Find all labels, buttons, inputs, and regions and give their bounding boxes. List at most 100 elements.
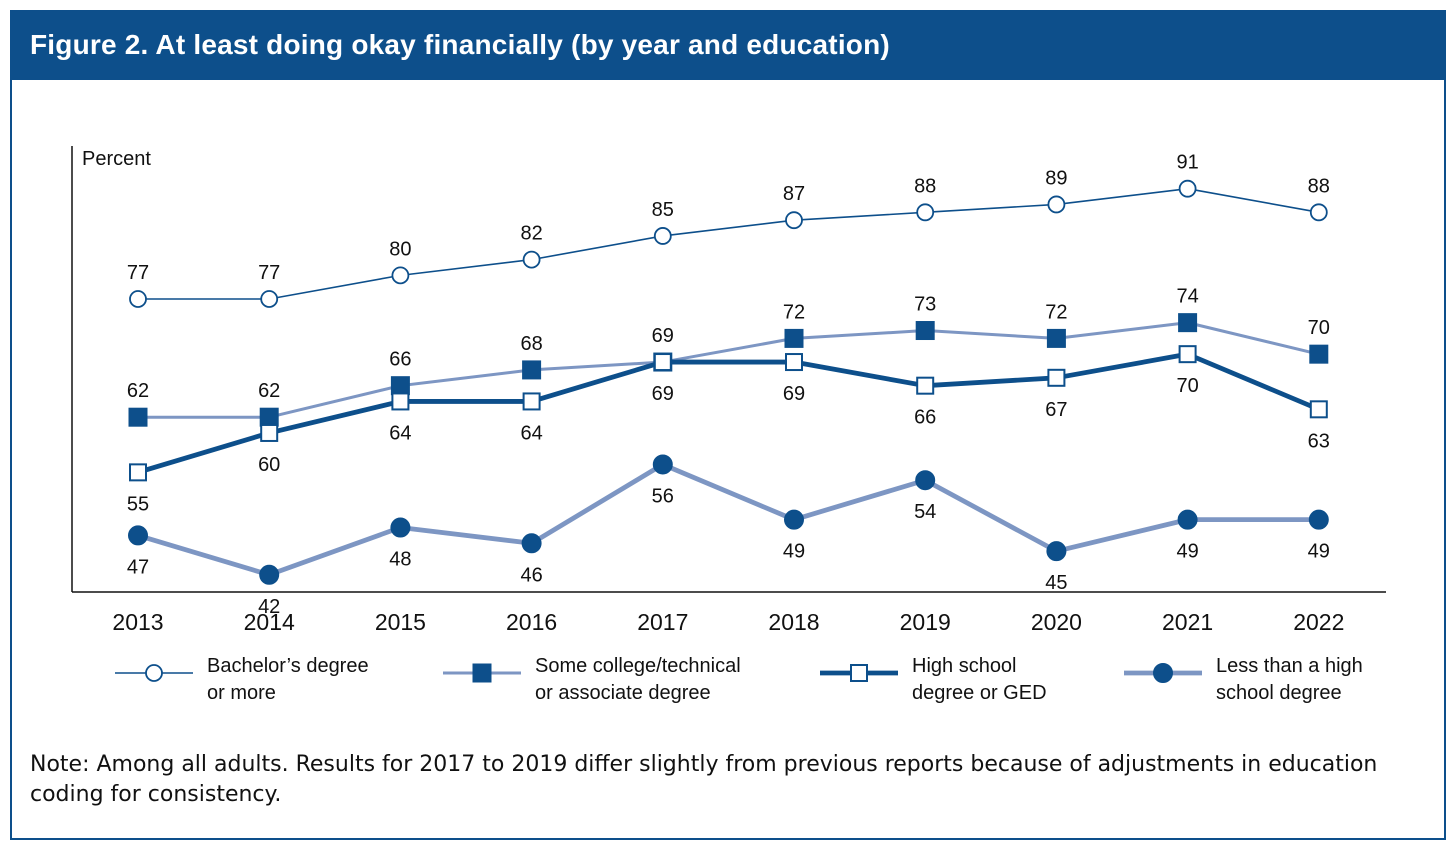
legend-item: Bachelor’s degree or more — [115, 655, 369, 704]
x-tick-label: 2016 — [506, 609, 557, 635]
data-label: 49 — [1176, 541, 1198, 563]
data-label: 66 — [914, 407, 936, 429]
data-point — [1047, 195, 1066, 214]
data-label: 55 — [127, 493, 149, 515]
data-label: 46 — [520, 564, 542, 586]
data-point — [1178, 345, 1197, 364]
legend-label: school degree — [1216, 682, 1342, 704]
data-point — [785, 353, 803, 372]
legend-marker — [472, 663, 492, 683]
legend: Bachelor’s degree or more Some college/tec… — [115, 655, 1363, 704]
x-tick-label: 2022 — [1293, 609, 1344, 635]
data-label: 54 — [914, 501, 936, 523]
data-label: 74 — [1176, 286, 1198, 308]
data-point — [1309, 344, 1329, 364]
data-label: 47 — [127, 556, 149, 578]
data-label: 72 — [1045, 301, 1067, 323]
legend-item: Some college/technical or associate degre… — [443, 655, 741, 704]
series-line — [138, 321, 1320, 419]
data-label: 48 — [389, 549, 411, 571]
data-point — [260, 290, 279, 308]
data-label: 67 — [1045, 399, 1067, 421]
figure-frame: Figure 2. At least doing okay financiall… — [10, 10, 1446, 840]
data-point — [1178, 179, 1197, 198]
data-point — [1177, 509, 1198, 530]
data-point — [390, 517, 411, 538]
data-point — [1309, 400, 1328, 419]
legend-item: High school degree or GED — [820, 655, 1047, 704]
data-point — [1308, 509, 1329, 530]
data-point — [784, 328, 804, 348]
data-point — [259, 564, 280, 585]
series-line — [137, 351, 1320, 475]
data-label: 80 — [389, 238, 411, 260]
figure-note: Note: Among all adults. Results for 2017… — [30, 752, 1378, 807]
data-label: 88 — [1308, 175, 1330, 197]
figure-title: Figure 2. At least doing okay financiall… — [30, 29, 890, 60]
data-label: 89 — [1045, 167, 1067, 189]
data-point — [653, 353, 672, 372]
data-point — [1046, 328, 1066, 348]
data-point — [522, 392, 541, 411]
data-label: 45 — [1045, 572, 1067, 594]
data-point — [391, 392, 410, 411]
data-point — [916, 203, 935, 222]
series-1 — [129, 179, 1328, 308]
data-point — [1178, 313, 1198, 333]
legend-label: or associate degree — [535, 682, 711, 704]
data-label: 62 — [127, 380, 149, 402]
data-point — [521, 533, 542, 554]
data-label: 69 — [652, 383, 674, 405]
x-tick-labels: 2013 2014 2015 2016 2017 2018 2019 2020 2021 2022 — [112, 609, 1344, 635]
data-point — [260, 423, 279, 442]
x-tick-label: 2021 — [1162, 609, 1213, 635]
data-label: 68 — [520, 333, 542, 355]
legend-label: High school — [912, 655, 1017, 677]
data-label: 60 — [258, 454, 280, 476]
data-label: 87 — [783, 183, 805, 205]
series-line — [138, 187, 1319, 300]
data-label: 85 — [652, 199, 674, 221]
legend-label: Less than a high — [1216, 655, 1363, 677]
data-label: 91 — [1176, 152, 1198, 174]
legend-label: degree or GED — [912, 682, 1047, 704]
data-label: 49 — [783, 541, 805, 563]
data-label: 64 — [520, 422, 542, 444]
legend-label: or more — [207, 682, 276, 704]
data-point — [652, 454, 673, 475]
data-point — [915, 470, 936, 491]
series-4 — [128, 454, 1329, 585]
data-point — [128, 407, 148, 427]
data-point — [129, 463, 147, 482]
data-label: 42 — [258, 596, 280, 618]
data-label: 64 — [389, 422, 411, 444]
legend-label: Some college/technical — [535, 655, 741, 677]
data-label: 56 — [652, 485, 674, 507]
x-tick-label: 2014 — [244, 609, 295, 635]
data-point — [653, 227, 672, 245]
series-2 — [128, 313, 1329, 427]
series-line — [137, 462, 1319, 578]
data-labels: 77 77 80 82 85 87 88 89 91 88 62 62 66 68 69 72 73 72 74 70… — [127, 152, 1330, 618]
x-tick-label: 2015 — [375, 609, 426, 635]
data-point — [259, 407, 279, 427]
data-label: 73 — [914, 294, 936, 316]
legend-label: Bachelor’s degree — [207, 655, 369, 677]
data-label: 70 — [1176, 375, 1198, 397]
data-label: 88 — [914, 175, 936, 197]
data-label: 63 — [1308, 430, 1330, 452]
data-label: 77 — [258, 262, 280, 284]
data-label: 69 — [652, 325, 674, 347]
data-point — [1046, 541, 1067, 562]
data-label: 82 — [520, 223, 542, 245]
x-tick-label: 2017 — [637, 609, 688, 635]
y-axis-title: Percent — [82, 148, 151, 170]
data-point — [1309, 203, 1328, 222]
data-point — [522, 250, 541, 269]
data-label: 62 — [258, 380, 280, 402]
data-point — [915, 321, 935, 341]
legend-item: Less than a high school degree — [1124, 655, 1363, 704]
data-label: 70 — [1308, 317, 1330, 339]
x-tick-label: 2013 — [112, 609, 163, 635]
legend-marker — [850, 664, 868, 682]
